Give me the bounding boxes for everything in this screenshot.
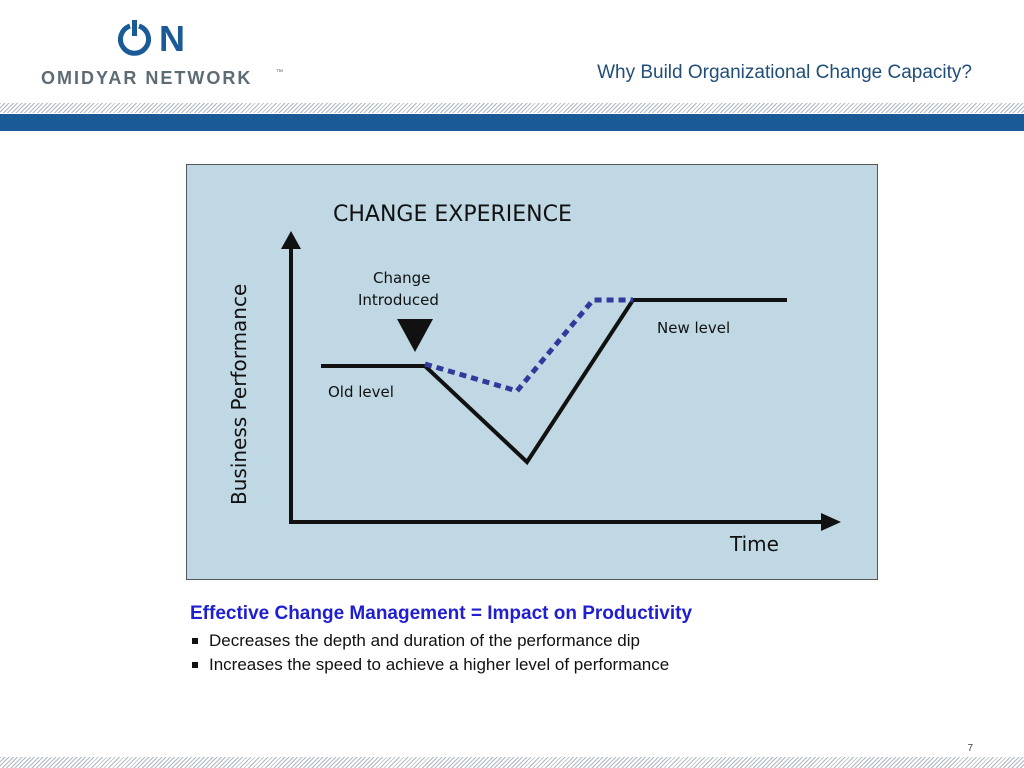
summary-text-block: Effective Change Management = Impact on … bbox=[190, 603, 950, 677]
old-level-label: Old level bbox=[328, 383, 394, 401]
diagram-canvas: CHANGE EXPERIENCE Business Performance T… bbox=[227, 202, 841, 556]
x-axis-label: Time bbox=[729, 532, 779, 556]
performance-line-solid bbox=[321, 298, 787, 466]
y-axis-arrow bbox=[281, 231, 301, 249]
change-experience-diagram: CHANGE EXPERIENCE Business Performance T… bbox=[186, 164, 878, 580]
bullet-text: Increases the speed to achieve a higher … bbox=[209, 655, 670, 674]
diagram-title: CHANGE EXPERIENCE bbox=[333, 202, 572, 227]
y-axis-label: Business Performance bbox=[227, 284, 251, 505]
summary-headline: Effective Change Management = Impact on … bbox=[190, 603, 693, 624]
power-icon bbox=[118, 20, 151, 56]
page-number: 7 bbox=[967, 743, 973, 754]
x-axis-arrow bbox=[821, 513, 841, 531]
omidyar-network-logo: N OMIDYAR NETWORK ™ bbox=[41, 18, 283, 88]
bottom-hatch-divider bbox=[0, 757, 1024, 768]
logo-wordmark: OMIDYAR NETWORK bbox=[41, 68, 252, 88]
new-level-label: New level bbox=[657, 319, 730, 337]
square-bullet-icon bbox=[192, 638, 198, 644]
bullet-list: Decreases the depth and duration of the … bbox=[190, 629, 950, 677]
bullet-text: Decreases the depth and duration of the … bbox=[209, 631, 640, 650]
change-introduced-marker bbox=[397, 319, 433, 352]
performance-line-dashed bbox=[424, 297, 633, 394]
square-bullet-icon bbox=[192, 662, 198, 668]
top-blue-band bbox=[0, 114, 1024, 131]
bullet-item: Increases the speed to achieve a higher … bbox=[190, 653, 950, 677]
change-label-line1: Change bbox=[373, 269, 430, 287]
change-label-line2: Introduced bbox=[358, 291, 439, 309]
top-hatch-divider bbox=[0, 103, 1024, 113]
bullet-item: Decreases the depth and duration of the … bbox=[190, 629, 950, 653]
logo-mark-letter: N bbox=[159, 18, 185, 59]
slide-title: Why Build Organizational Change Capacity… bbox=[597, 62, 972, 83]
logo-trademark: ™ bbox=[276, 69, 283, 76]
